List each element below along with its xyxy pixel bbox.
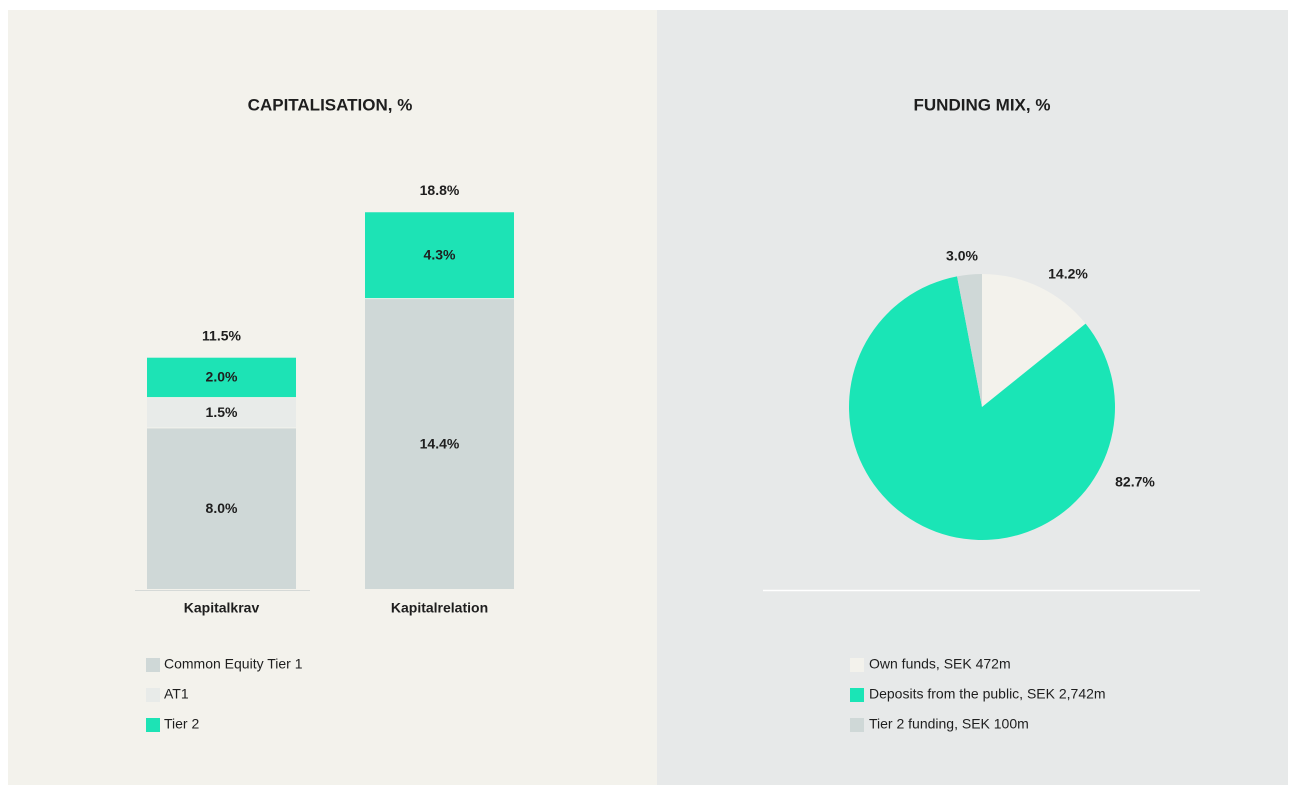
x-tick-label: Kapitalrelation: [391, 600, 488, 616]
bar-segment: [365, 299, 514, 589]
x-tick-label: Kapitalkrav: [184, 600, 260, 616]
value-label: 3.0%: [946, 248, 978, 264]
bar-segment: [147, 398, 296, 428]
legend-label: Tier 2 funding, SEK 100m: [869, 716, 1029, 732]
value-label: 82.7%: [1115, 474, 1155, 490]
legend-label: AT1: [164, 686, 189, 702]
legend-swatch: [146, 658, 160, 672]
value-label: 2.0%: [206, 369, 238, 385]
total-label: 11.5%: [202, 327, 241, 343]
value-label: 8.0%: [206, 500, 238, 516]
value-label: 1.5%: [206, 404, 238, 420]
legend-label: Common Equity Tier 1: [164, 656, 303, 672]
legend-label: Own funds, SEK 472m: [869, 656, 1011, 672]
bar-segment: [147, 428, 296, 589]
legend-swatch: [146, 688, 160, 702]
pie-slice: [848, 276, 1115, 540]
legend-swatch: [850, 718, 864, 732]
legend-label: Tier 2: [164, 716, 199, 732]
pie-slice: [957, 274, 982, 407]
chart-title: FUNDING MIX, %: [914, 95, 1051, 114]
chart-title: CAPITALISATION, %: [248, 95, 413, 114]
legend-swatch: [850, 658, 864, 672]
pie-slice: [982, 274, 1086, 407]
legend-swatch: [146, 718, 160, 732]
bar-segment: [147, 357, 296, 398]
total-label: 18.8%: [420, 182, 460, 198]
value-label: 14.4%: [420, 435, 460, 451]
bar-segment: [365, 212, 514, 299]
legend-label: Deposits from the public, SEK 2,742m: [869, 686, 1106, 702]
legend-swatch: [850, 688, 864, 702]
value-label: 14.2%: [1048, 266, 1088, 282]
left-panel: [8, 10, 657, 785]
value-label: 4.3%: [424, 246, 456, 262]
